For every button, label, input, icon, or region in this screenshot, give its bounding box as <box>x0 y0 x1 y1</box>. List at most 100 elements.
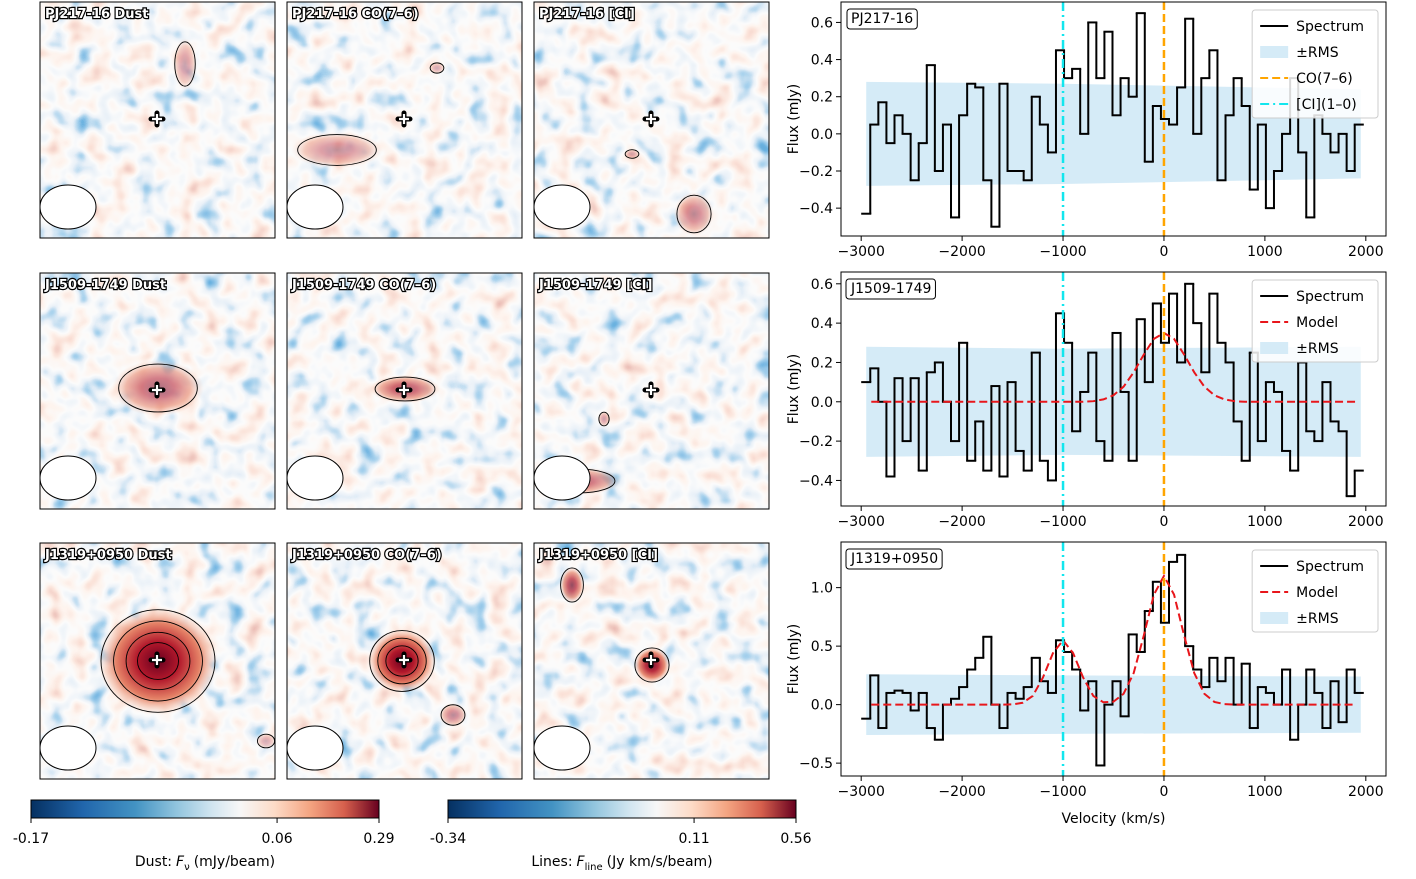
colorbar-tick-label: 0.06 <box>261 831 292 847</box>
beam <box>287 456 343 500</box>
source-label: J1319+0950 <box>850 551 938 567</box>
x-tick-label: 2000 <box>1348 244 1384 260</box>
map-panel: J1319+0950 Dust <box>40 543 276 779</box>
y-tick-label: −0.4 <box>799 201 833 217</box>
colorbar-tick-label: 0.11 <box>678 831 709 847</box>
y-tick-label: 0.0 <box>811 127 833 143</box>
y-tick-label: −0.2 <box>799 164 833 180</box>
legend: Spectrum Model ±RMS <box>1252 550 1378 632</box>
emission-blob <box>439 703 467 727</box>
x-tick-label: −2000 <box>938 784 985 800</box>
colorbar-tick-label: -0.34 <box>430 831 466 847</box>
colorbar-label: Dust:Fν(mJy/beam) <box>135 854 275 873</box>
x-tick-label: −3000 <box>838 514 885 530</box>
y-axis-label: Flux (mJy) <box>786 84 802 155</box>
map-title: J1319+0950 [CI] <box>538 548 658 563</box>
colorbar-tick-label: 0.56 <box>780 831 811 847</box>
map-title: J1509-1749 [CI] <box>538 278 652 293</box>
y-tick-label: 0.2 <box>811 355 833 371</box>
label-subscript: line <box>585 862 603 873</box>
source-label: J1509-1749 <box>850 281 931 297</box>
label-unit: (mJy/beam) <box>194 854 275 870</box>
map-title: J1319+0950 Dust <box>44 548 172 563</box>
x-tick-label: 0 <box>1160 244 1169 260</box>
legend-label: Spectrum <box>1296 19 1364 35</box>
y-tick-label: −0.4 <box>799 473 833 489</box>
emission-blob <box>598 411 610 427</box>
colorbar-tick-label: -0.17 <box>13 831 49 847</box>
label-unit: (Jy km/s/beam) <box>607 854 713 870</box>
map-title: PJ217-16 [CI] <box>539 7 635 22</box>
colorbar <box>31 800 379 818</box>
beam <box>534 726 590 770</box>
legend-swatch <box>1260 612 1288 624</box>
map-panel: J1319+0950 [CI] <box>534 543 769 779</box>
x-tick-label: −1000 <box>1039 784 1086 800</box>
legend-label: ±RMS <box>1296 45 1339 61</box>
map-title: PJ217-16 CO(7–6) <box>292 7 419 22</box>
page: PJ217-16 Dust PJ217-16 CO(7–6) PJ217-16 [C… <box>0 0 1416 879</box>
x-tick-label: 0 <box>1160 784 1169 800</box>
legend-swatch <box>1260 342 1288 354</box>
legend-swatch <box>1260 46 1288 58</box>
map-panel: J1319+0950 CO(7–6) <box>287 543 522 779</box>
map-title: J1319+0950 CO(7–6) <box>291 548 442 563</box>
x-tick-label: 1000 <box>1247 514 1283 530</box>
y-tick-label: 0.2 <box>811 90 833 106</box>
x-tick-label: −2000 <box>938 514 985 530</box>
map-panel: J1509-1749 [CI] <box>534 273 769 509</box>
y-tick-label: 0.4 <box>811 53 833 69</box>
y-tick-label: 0.4 <box>811 316 833 332</box>
label-subscript: ν <box>184 862 190 873</box>
y-tick-label: −0.5 <box>799 756 833 772</box>
legend: SpectrumModel±RMS <box>1252 280 1378 362</box>
y-tick-label: 0.5 <box>811 639 833 655</box>
beam <box>40 456 96 500</box>
beam <box>40 726 96 770</box>
x-axis-label: Velocity (km/s) <box>1061 811 1165 827</box>
label-prefix: Dust: <box>135 854 172 870</box>
colorbar-tick-label: 0.29 <box>363 831 394 847</box>
beam <box>287 726 343 770</box>
x-tick-label: 2000 <box>1348 784 1384 800</box>
x-tick-label: 1000 <box>1247 784 1283 800</box>
emission-blob <box>429 62 445 74</box>
emission-blob <box>291 132 383 168</box>
legend-label: Spectrum <box>1296 289 1364 305</box>
beam <box>534 185 590 229</box>
map-panel: J1509-1749 Dust <box>40 273 275 509</box>
emission-blob <box>256 733 276 749</box>
legend-label: ±RMS <box>1296 611 1339 627</box>
map-panel: J1509-1749 CO(7–6) <box>287 273 522 509</box>
legend-label: Model <box>1296 315 1338 331</box>
y-axis-label: Flux (mJy) <box>786 354 802 425</box>
map-title: PJ217-16 Dust <box>45 7 149 22</box>
colorbar-label: Lines:Fline(Jy km/s/beam) <box>531 854 712 873</box>
y-tick-label: 0.6 <box>811 277 833 293</box>
figure: PJ217-16 Dust PJ217-16 CO(7–6) PJ217-16 [C… <box>0 0 1416 879</box>
legend-label: CO(7–6) <box>1296 71 1353 87</box>
y-tick-label: −0.2 <box>799 434 833 450</box>
x-tick-label: 0 <box>1160 514 1169 530</box>
emission-blob <box>560 567 584 603</box>
map-panel: PJ217-16 [CI] <box>534 2 769 238</box>
map-title: J1509-1749 Dust <box>44 278 166 293</box>
beam <box>40 185 96 229</box>
colorbar <box>448 800 796 818</box>
x-tick-label: 2000 <box>1348 514 1384 530</box>
map-panel: PJ217-16 CO(7–6) <box>287 2 522 238</box>
beam <box>287 185 343 229</box>
emission-blob <box>173 38 197 90</box>
y-tick-label: 0.0 <box>811 395 833 411</box>
legend-label: Model <box>1296 585 1338 601</box>
emission-blob <box>674 192 714 236</box>
source-label: PJ217-16 <box>851 11 913 27</box>
x-tick-label: −1000 <box>1039 244 1086 260</box>
legend: Spectrum±RMSCO(7–6)[CI](1–0) <box>1252 10 1378 118</box>
legend-label: Spectrum <box>1296 559 1364 575</box>
map-panel: PJ217-16 Dust <box>40 2 275 238</box>
x-tick-label: 1000 <box>1247 244 1283 260</box>
x-tick-label: −1000 <box>1039 514 1086 530</box>
emission-blob <box>624 149 640 159</box>
beam <box>534 456 590 500</box>
